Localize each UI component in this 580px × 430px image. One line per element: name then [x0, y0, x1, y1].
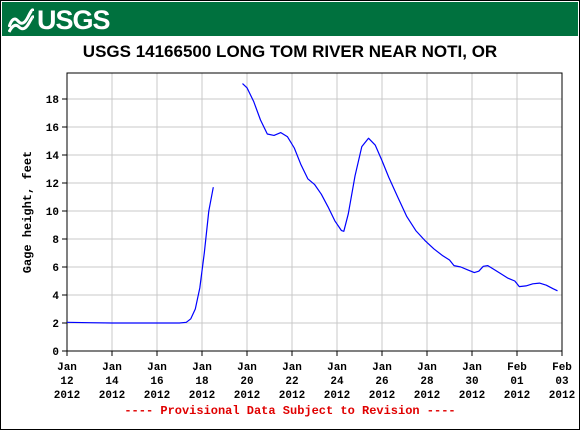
- data-lines: [66, 83, 558, 324]
- x-tick-label: 16: [150, 376, 163, 388]
- x-tick-label: Jan: [282, 362, 302, 374]
- x-tick-label: 26: [375, 376, 388, 388]
- x-tick-label: 2012: [459, 390, 485, 402]
- x-tick-label: 2012: [414, 390, 440, 402]
- y-tick-label: 12: [46, 179, 59, 191]
- x-tick-label: 18: [195, 376, 209, 388]
- x-tick-label: 01: [510, 376, 524, 388]
- logo-text: USGS: [37, 5, 111, 35]
- y-tick-label: 8: [52, 235, 59, 247]
- x-tick-label: 2012: [99, 390, 125, 402]
- y-tick-label: 14: [46, 151, 60, 163]
- chart-title: USGS 14166500 LONG TOM RIVER NEAR NOTI, …: [82, 42, 498, 61]
- y-tick-label: 0: [52, 347, 59, 359]
- x-tick-label: 2012: [144, 390, 170, 402]
- usgs-wave-icon: [8, 8, 34, 33]
- y-tick-label: 16: [46, 123, 59, 135]
- y-tick-label: 10: [46, 207, 59, 219]
- x-tick-label: Jan: [102, 362, 122, 374]
- provisional-footnote: ---- Provisional Data Subject to Revisio…: [124, 404, 456, 418]
- x-tick-label: Jan: [57, 362, 77, 374]
- usgs-logo[interactable]: USGS: [8, 5, 111, 35]
- x-tick-label: 20: [240, 376, 253, 388]
- y-tick-label: 18: [46, 95, 60, 107]
- y-tick-label: 6: [52, 263, 59, 275]
- x-tick-label: 14: [105, 376, 119, 388]
- x-tick-label: Jan: [237, 362, 257, 374]
- y-tick-label: 4: [52, 291, 59, 303]
- y-tick-label: 2: [52, 319, 59, 331]
- x-tick-label: 2012: [54, 390, 80, 402]
- x-tick-label: Jan: [462, 362, 482, 374]
- x-tick-label: 22: [285, 376, 298, 388]
- x-axis-ticks: Jan 12 2012 Jan 14 2012 Jan 16 2012 Jan 18 2012 Jan 2…: [54, 351, 575, 402]
- x-tick-label: Feb: [507, 362, 527, 374]
- plot-area: [66, 72, 563, 352]
- x-tick-label: 2012: [324, 390, 350, 402]
- x-tick-label: 2012: [549, 390, 575, 402]
- x-tick-label: Jan: [192, 362, 212, 374]
- x-tick-label: 2012: [189, 390, 215, 402]
- x-tick-label: 28: [420, 376, 434, 388]
- y-axis-label: Gage height, feet: [21, 151, 35, 273]
- gage-height-line: [242, 83, 558, 292]
- x-tick-label: Jan: [372, 362, 392, 374]
- x-tick-label: 2012: [369, 390, 395, 402]
- x-tick-label: 2012: [279, 390, 305, 402]
- usgs-banner: USGS: [2, 2, 578, 36]
- x-tick-label: 2012: [504, 390, 530, 402]
- x-tick-label: 03: [555, 376, 569, 388]
- x-tick-label: 2012: [234, 390, 260, 402]
- gage-height-line: [66, 187, 214, 324]
- grid-lines: [67, 73, 562, 351]
- x-tick-label: 24: [330, 376, 344, 388]
- x-tick-label: Feb: [552, 362, 572, 374]
- x-tick-label: Jan: [147, 362, 167, 374]
- x-tick-label: 30: [465, 376, 478, 388]
- x-tick-label: Jan: [417, 362, 437, 374]
- x-tick-label: 12: [60, 376, 73, 388]
- y-axis-ticks: 0 2 4 6 8 10 12 14 16 18: [46, 95, 67, 359]
- x-tick-label: Jan: [327, 362, 347, 374]
